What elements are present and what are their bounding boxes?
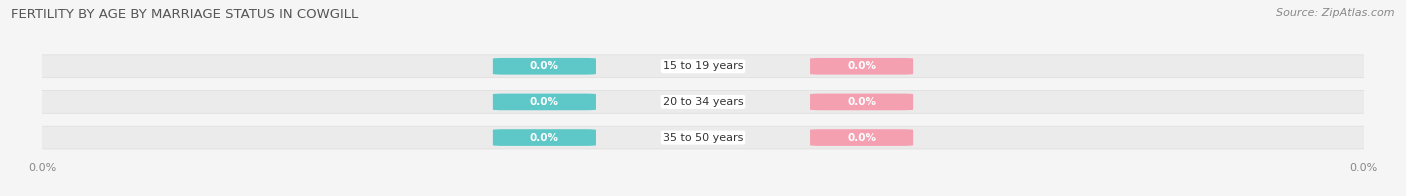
Text: Source: ZipAtlas.com: Source: ZipAtlas.com [1277, 8, 1395, 18]
FancyBboxPatch shape [810, 129, 912, 146]
Text: 0.0%: 0.0% [846, 61, 876, 71]
Text: 15 to 19 years: 15 to 19 years [662, 61, 744, 71]
FancyBboxPatch shape [810, 58, 912, 75]
Text: FERTILITY BY AGE BY MARRIAGE STATUS IN COWGILL: FERTILITY BY AGE BY MARRIAGE STATUS IN C… [11, 8, 359, 21]
FancyBboxPatch shape [810, 93, 912, 110]
Text: 0.0%: 0.0% [530, 132, 560, 142]
FancyBboxPatch shape [494, 129, 596, 146]
Text: 0.0%: 0.0% [530, 97, 560, 107]
FancyBboxPatch shape [35, 126, 1371, 149]
Text: 0.0%: 0.0% [846, 97, 876, 107]
FancyBboxPatch shape [35, 91, 1371, 113]
Text: 0.0%: 0.0% [530, 61, 560, 71]
FancyBboxPatch shape [35, 55, 1371, 78]
FancyBboxPatch shape [494, 58, 596, 75]
Text: 0.0%: 0.0% [846, 132, 876, 142]
FancyBboxPatch shape [494, 93, 596, 110]
Text: 35 to 50 years: 35 to 50 years [662, 132, 744, 142]
Text: 20 to 34 years: 20 to 34 years [662, 97, 744, 107]
